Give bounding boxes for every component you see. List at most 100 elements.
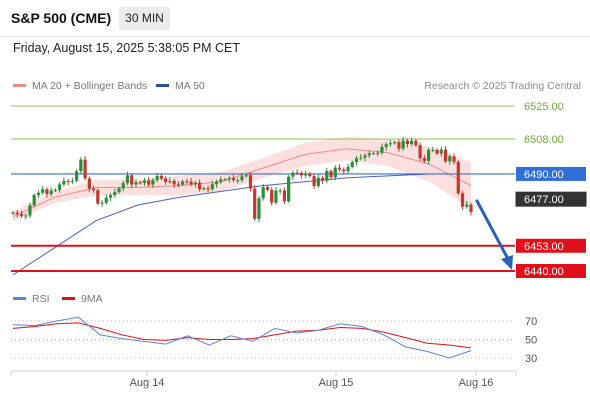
candle-body [371, 153, 376, 155]
candle-body [189, 181, 193, 185]
candle-body [62, 180, 66, 185]
legend-ma20-label: MA 20 + Bollinger Bands [32, 80, 148, 92]
candle-body [270, 189, 274, 203]
candle-body [172, 180, 176, 185]
candle-body [125, 175, 130, 184]
rsi-ma-swatch [62, 296, 75, 300]
candle-body [443, 149, 448, 162]
candle-body [206, 188, 210, 190]
candle-body [244, 175, 248, 177]
candle-body [282, 190, 287, 202]
candle-body [28, 205, 32, 216]
candle-body [104, 197, 108, 203]
candle-body [130, 175, 134, 185]
candle-body [19, 214, 24, 216]
chart-datetime: Friday, August 15, 2025 5:38:05 PM CET [13, 41, 240, 55]
candle-body [210, 184, 214, 190]
candle-body [456, 161, 460, 194]
x-axis-label: Aug 16 [459, 377, 494, 389]
candle-body [121, 183, 125, 189]
candle-body [435, 149, 439, 154]
candle-body [227, 178, 231, 180]
candle-body [108, 195, 113, 198]
candle-body [83, 159, 87, 179]
candle-body [393, 142, 397, 144]
level-label: 6525.00 [524, 101, 564, 113]
candle-body [79, 159, 83, 172]
candle-body [359, 157, 363, 159]
candle-body [181, 181, 185, 185]
rsi-tick-label: 30 [525, 353, 537, 365]
legend-ma50: MA 50 [156, 80, 205, 92]
candle-body [24, 215, 28, 217]
candle-body [363, 155, 367, 158]
candle-body [66, 180, 70, 182]
candle-body [405, 140, 409, 145]
level-label-box [515, 191, 587, 207]
candle-body [265, 187, 270, 190]
rsi-tick-label: 50 [525, 335, 537, 347]
rsi-legend-label: RSI [32, 293, 50, 305]
rsi-legend-rsi: RSI [13, 293, 50, 305]
candle-body [185, 181, 189, 183]
candle-body [384, 144, 388, 147]
candle-body [316, 177, 320, 186]
candle-body [452, 156, 456, 162]
candle-body [469, 204, 473, 212]
candle-body [176, 184, 180, 186]
candle-body [257, 198, 261, 219]
candle-body [32, 194, 36, 206]
candle-body [431, 149, 435, 151]
level-label-box [516, 264, 586, 278]
candle-body [134, 182, 138, 185]
rsi-line [12, 316, 472, 359]
candle-body [117, 188, 121, 193]
candle-body [155, 175, 159, 180]
candle-body [96, 190, 100, 204]
candle-body [219, 179, 223, 182]
candle-body [410, 140, 414, 145]
timeframe-button[interactable]: 30 MIN [119, 7, 170, 30]
projection-arrow-line [475, 199, 510, 261]
candle-body [240, 176, 244, 181]
level-label: 6477.00 [524, 194, 564, 206]
x-axis-label: Aug 15 [319, 377, 354, 389]
rsi-ma-legend-label: 9MA [81, 293, 103, 305]
candle-body [151, 179, 155, 185]
candle-body [261, 187, 265, 199]
candle-body [422, 158, 426, 161]
level-label: 6490.00 [524, 169, 564, 181]
copyright-text: Research © 2025 Trading Central [424, 80, 581, 92]
candle-body [460, 193, 465, 207]
candle-body [138, 182, 142, 184]
candle-body [350, 162, 354, 167]
x-axis-label: Aug 14 [130, 377, 165, 389]
candle-body [75, 171, 79, 181]
candle-body [439, 149, 443, 154]
candle-body [291, 172, 295, 177]
candle-body [100, 202, 104, 204]
candle-body [448, 156, 452, 162]
candle-body [41, 189, 45, 193]
candle-body [197, 182, 202, 190]
candle-body [333, 167, 337, 178]
candle-body [287, 176, 291, 202]
candle-body [418, 145, 422, 159]
level-label-box [516, 238, 586, 253]
candle-body [325, 171, 329, 181]
candle-body [236, 180, 240, 182]
level-label-box [516, 166, 586, 181]
candle-body [401, 140, 405, 149]
chart-header: S&P 500 (CME) 30 MIN [0, 0, 590, 37]
ma50-swatch [156, 83, 169, 87]
candle-body [278, 190, 282, 192]
candle-body [253, 188, 257, 219]
candle-body [304, 173, 308, 176]
candle-body [193, 182, 197, 185]
candle-body [354, 158, 359, 163]
candle-body [11, 212, 15, 214]
candle-body [159, 175, 164, 179]
candle-body [91, 188, 96, 191]
projection-arrow-head [501, 255, 513, 270]
level-label: 6440.00 [524, 266, 564, 278]
